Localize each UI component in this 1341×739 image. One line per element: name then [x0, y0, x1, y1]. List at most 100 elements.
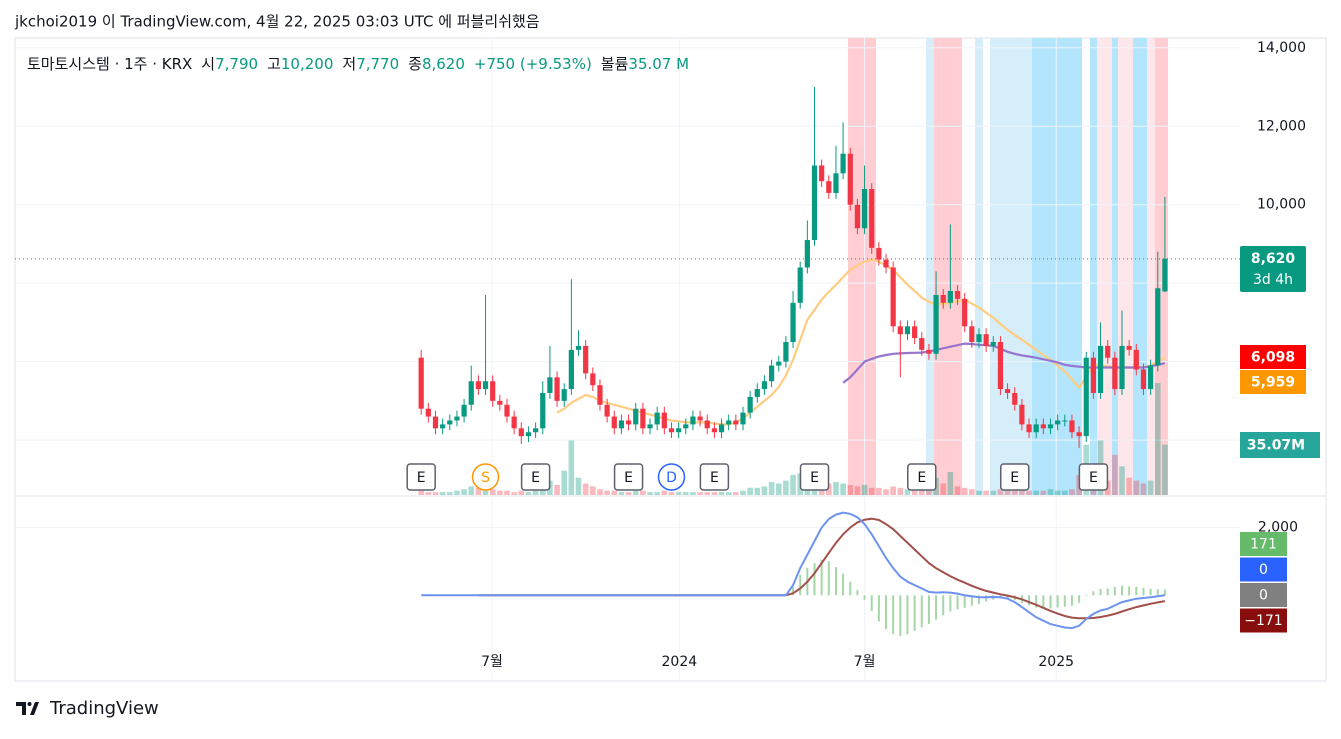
candle-body	[1076, 432, 1082, 437]
volume-bar	[425, 492, 432, 495]
volume-bar	[1154, 383, 1161, 495]
legend-item: 시	[201, 55, 215, 73]
candle-body	[654, 412, 660, 425]
candle-body	[754, 389, 760, 397]
candle-body	[468, 381, 474, 405]
volume-bar	[740, 490, 746, 495]
volume-bar	[618, 492, 625, 495]
band	[1133, 38, 1147, 495]
volume-bar	[1133, 480, 1140, 495]
volume-bar	[432, 492, 439, 495]
candle-body	[1119, 345, 1125, 390]
macd-value-label: −171	[1244, 613, 1282, 629]
band	[1097, 38, 1112, 495]
candle-body	[912, 326, 918, 339]
candle-body	[697, 416, 703, 421]
candle-body	[611, 416, 617, 429]
macd-value-label: 0	[1259, 562, 1268, 578]
candle-body	[933, 294, 939, 354]
event-marker	[1078, 463, 1109, 491]
candle-body	[1062, 420, 1068, 422]
band	[1147, 38, 1155, 495]
candle-body	[1133, 349, 1139, 370]
event-label: S	[481, 470, 490, 486]
chart-frame	[14, 37, 1327, 682]
volume-bar	[1040, 490, 1047, 495]
macd-histogram-bar	[799, 574, 802, 596]
candle-body	[525, 432, 532, 437]
volume-bar	[675, 492, 682, 495]
candle-body	[590, 373, 596, 386]
volume-bar	[890, 486, 896, 495]
candle-body	[826, 181, 832, 193]
volume-bar	[918, 489, 925, 495]
countdown-label: 3d 4h	[1253, 272, 1293, 288]
ma-value-label: 6,098	[1251, 350, 1295, 366]
macd-histogram-bar	[863, 595, 866, 600]
volume-bar	[1126, 477, 1132, 495]
candle-body	[1112, 357, 1118, 390]
macd-histogram-bar	[906, 595, 909, 635]
candle-body	[518, 428, 524, 437]
macd-histogram-bar	[1049, 595, 1052, 609]
volume-bar	[997, 489, 1004, 495]
volume-bar	[461, 489, 467, 495]
candle-body	[740, 412, 746, 425]
candle-body	[1105, 345, 1111, 358]
macd-histogram-bar	[1156, 589, 1159, 596]
volume-bar	[1119, 466, 1125, 495]
volume-bar	[783, 480, 789, 495]
volume-bar	[1004, 490, 1011, 495]
ma-value-box	[1240, 345, 1306, 369]
candle-body	[804, 240, 810, 268]
band	[975, 38, 983, 495]
logo: TradingView	[16, 698, 159, 719]
volume-bar	[647, 492, 653, 495]
volume-bar	[661, 490, 668, 495]
event-marker	[520, 463, 551, 491]
candle-body	[790, 302, 796, 343]
candle-body	[733, 420, 739, 425]
macd-histogram-bar	[942, 595, 945, 616]
volume-bar	[590, 486, 596, 495]
macd-histogram-bar	[927, 595, 930, 625]
volume-bar	[961, 487, 968, 495]
candle-body	[554, 377, 560, 401]
candle-body	[983, 334, 989, 346]
volume-bar	[468, 486, 475, 495]
candle-body	[819, 165, 825, 182]
candle-body	[490, 381, 496, 401]
candle-body	[947, 291, 953, 303]
volume-bar	[833, 482, 839, 495]
candle-body	[1033, 424, 1039, 433]
candle-body	[461, 404, 467, 417]
volume-bar	[525, 492, 532, 495]
volume-bar	[575, 477, 582, 495]
candle-body	[1012, 393, 1018, 405]
candle-body	[1040, 424, 1046, 429]
candle-body	[704, 420, 710, 429]
volume-bar	[926, 489, 932, 495]
candle-body	[1026, 424, 1032, 433]
last-price-box	[1240, 246, 1306, 292]
candle-body	[661, 412, 667, 429]
candle-body	[797, 267, 803, 303]
event-marker	[471, 463, 500, 491]
candle-body	[969, 326, 975, 343]
candle-body	[540, 393, 546, 429]
header-text: jkchoi2019 이 TradingView.com, 4월 22, 202…	[14, 13, 540, 31]
volume-bar	[582, 483, 589, 495]
ma-value-box	[1240, 370, 1306, 394]
volume-bar	[439, 492, 446, 495]
volume-bar	[854, 486, 861, 495]
candle-body	[897, 326, 903, 335]
volume-bar	[940, 483, 947, 495]
volume-bar	[868, 487, 875, 495]
candle-body	[833, 173, 839, 193]
candle-body	[504, 404, 510, 417]
macd-histogram-bar	[834, 567, 837, 596]
candle-body	[726, 420, 732, 425]
macd-histogram-bar	[1149, 588, 1152, 596]
macd-histogram-bar	[1135, 586, 1138, 596]
band	[990, 38, 1032, 495]
